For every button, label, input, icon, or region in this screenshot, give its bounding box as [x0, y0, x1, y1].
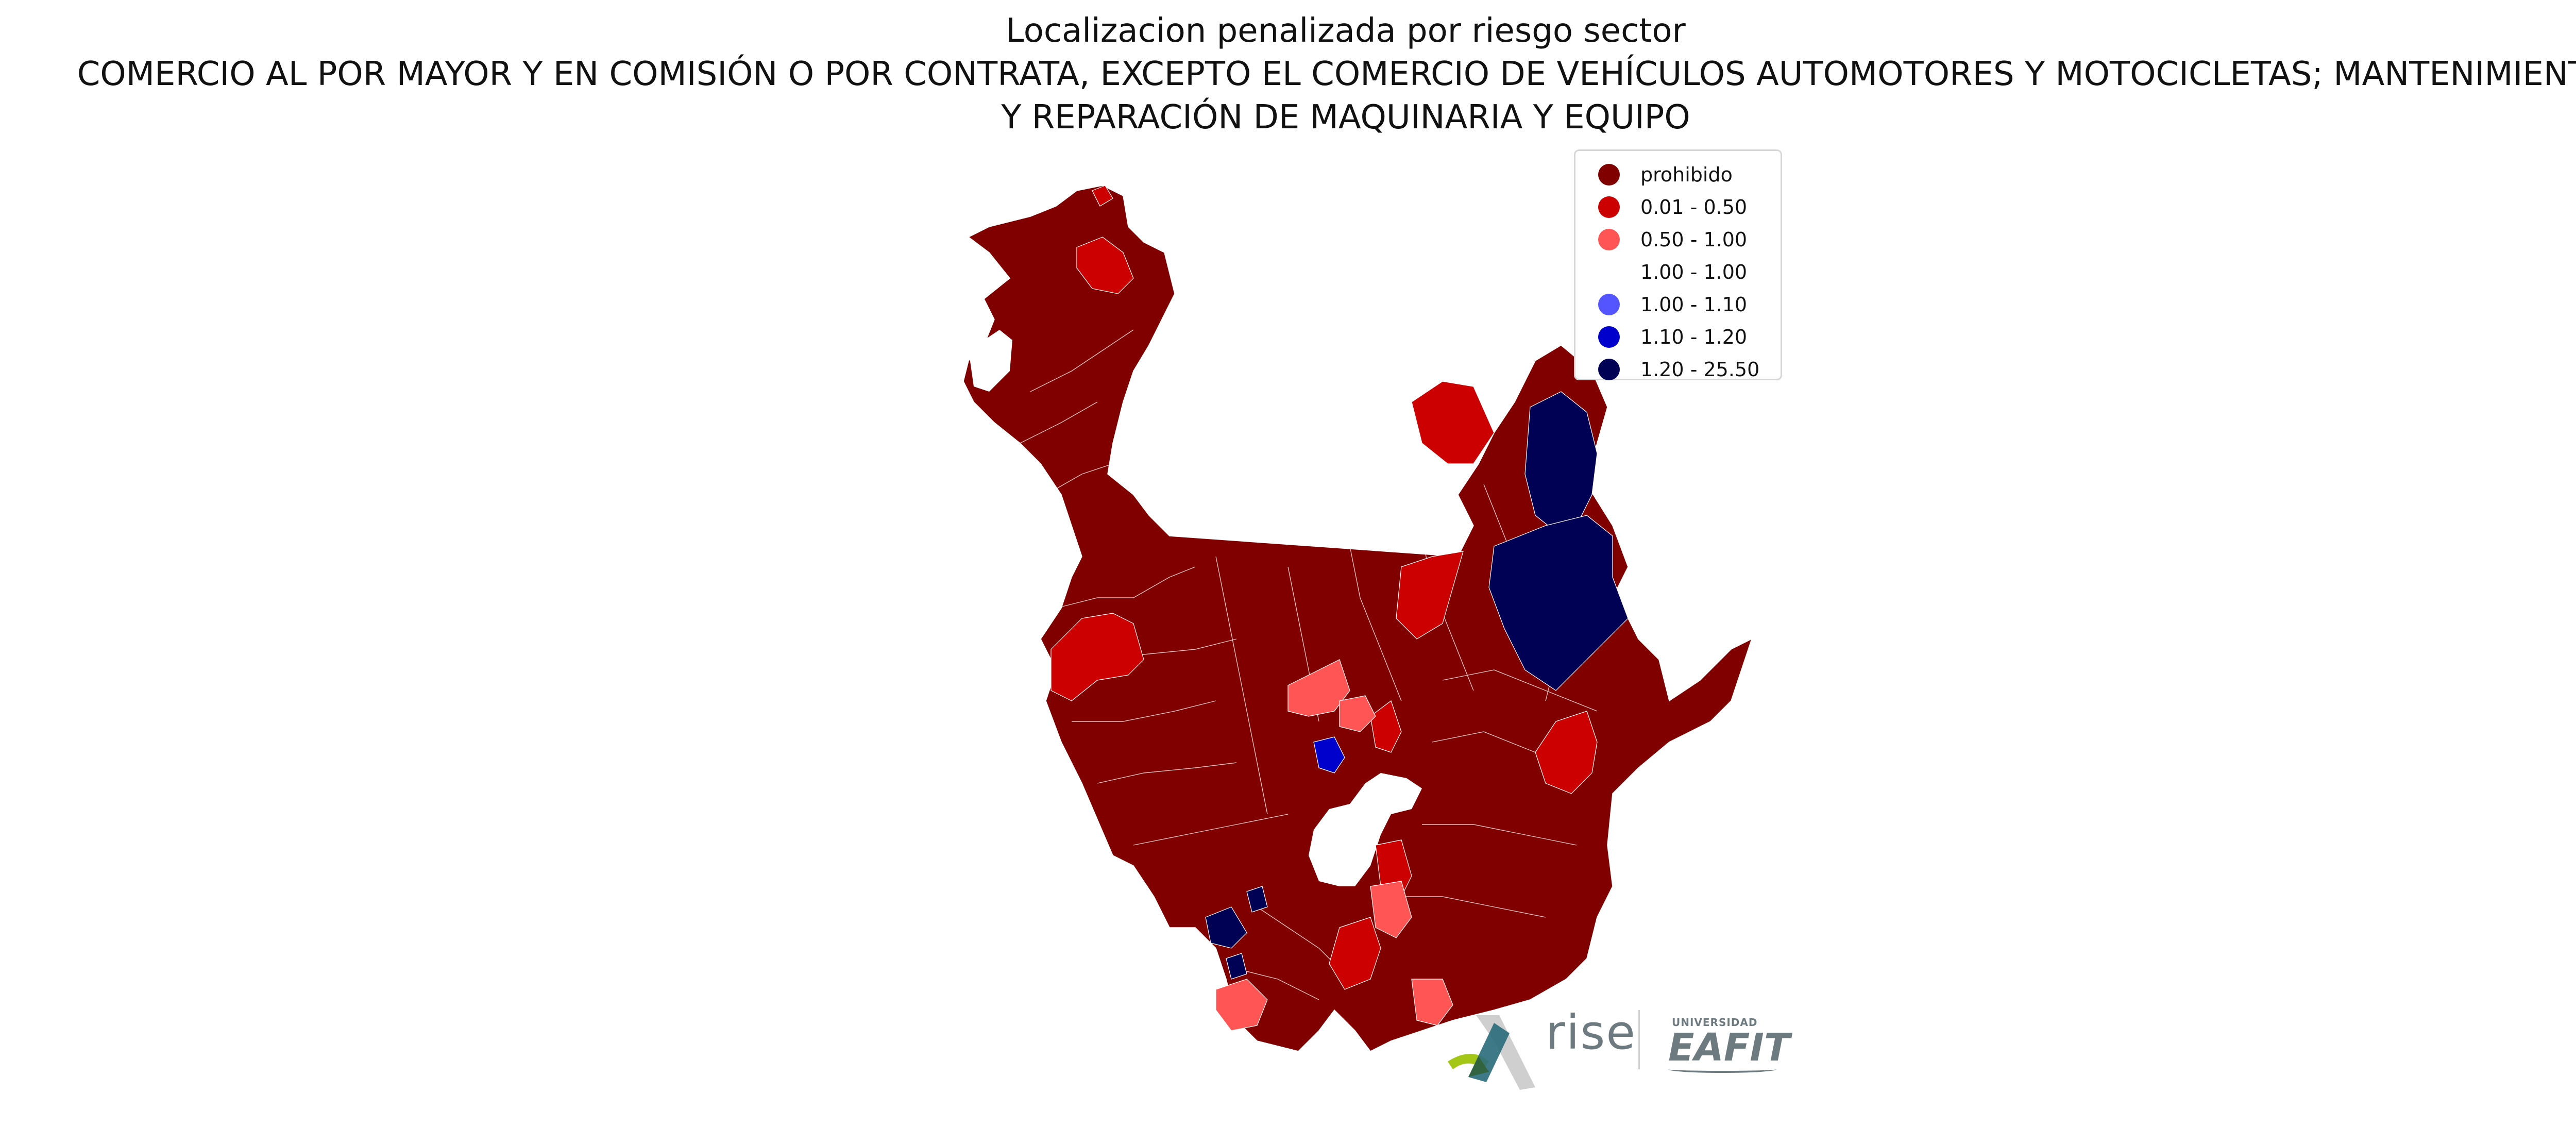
title-line-2: COMERCIO AL POR MAYOR Y EN COMISIÓN O PO…: [77, 55, 2576, 93]
legend-item: 1.00 - 1.00: [1598, 256, 1781, 288]
legend-label: prohibido: [1640, 163, 1733, 186]
eafit-swoosh-icon: [1668, 1066, 1776, 1073]
legend-label: 1.20 - 25.50: [1640, 358, 1760, 381]
region-range-110-120: [1313, 736, 1345, 773]
map-svg: [963, 185, 1753, 1052]
chart-title: Localizacion penalizada por riesgo secto…: [0, 9, 2576, 139]
legend-label: 1.00 - 1.10: [1640, 293, 1748, 316]
legend-label: 1.00 - 1.00: [1640, 260, 1748, 283]
legend-dot-icon: [1598, 163, 1620, 186]
legend-dot-icon: [1598, 196, 1620, 218]
legend-dot-icon: [1598, 228, 1620, 250]
legend-dot-icon: [1598, 358, 1620, 380]
regions-range-001-050: [1050, 185, 1598, 990]
legend-item: 0.50 - 1.00: [1598, 223, 1781, 256]
legend-dot-icon: [1598, 261, 1620, 283]
rise-text: rise: [1546, 1005, 1636, 1060]
title-line-1: Localizacion penalizada por riesgo secto…: [1006, 12, 1686, 50]
gulf-notch: [969, 330, 1012, 392]
logos: rise UNIVERSIDAD EAFIT: [1437, 1005, 1790, 1092]
title-line-3: Y REPARACIÓN DE MAQUINARIA Y EQUIPO: [1001, 98, 1690, 137]
legend-label: 1.10 - 1.20: [1640, 325, 1748, 348]
legend-label: 0.50 - 1.00: [1640, 228, 1748, 251]
legend: prohibido 0.01 - 0.50 0.50 - 1.00 1.00 -…: [1574, 149, 1782, 381]
university-label: UNIVERSIDAD: [1672, 1016, 1758, 1029]
legend-dot-icon: [1598, 293, 1620, 315]
legend-item: 1.20 - 25.50: [1598, 353, 1781, 385]
regions-range-050-100: [1215, 659, 1453, 1031]
legend-label: 0.01 - 0.50: [1640, 195, 1748, 218]
eafit-logo-text: EAFIT: [1668, 1025, 1790, 1070]
legend-item: 0.01 - 0.50: [1598, 191, 1781, 223]
regions-range-120-2550: [1205, 391, 1629, 980]
logo-divider: [1638, 1010, 1640, 1069]
legend-dot-icon: [1598, 326, 1620, 348]
legend-item: prohibido: [1598, 158, 1781, 191]
rise-logo-icon: [1448, 1015, 1535, 1090]
legend-item: 1.00 - 1.10: [1598, 288, 1781, 321]
region-hole: [1309, 773, 1422, 886]
choropleth-map: [927, 175, 1762, 1082]
legend-item: 1.10 - 1.20: [1598, 321, 1781, 353]
